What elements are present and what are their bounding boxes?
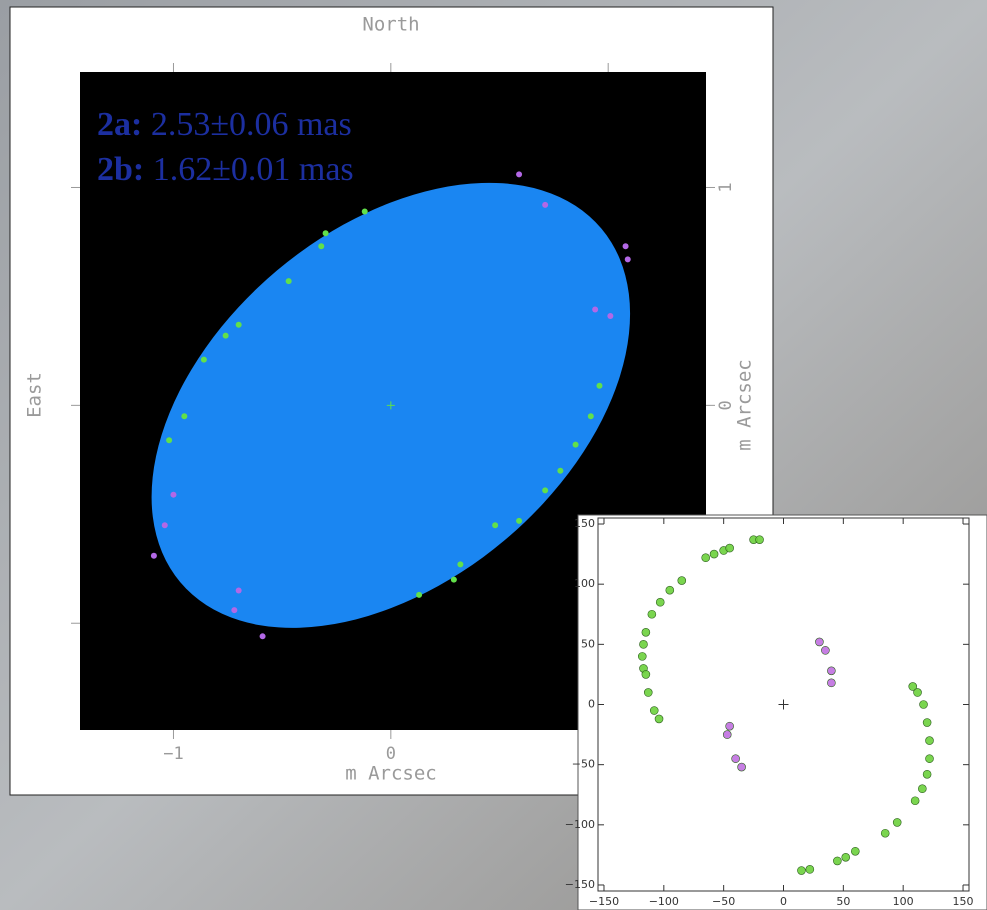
point xyxy=(592,306,598,312)
point xyxy=(596,383,602,389)
x-tick-label: 0 xyxy=(780,895,787,908)
point xyxy=(851,847,859,855)
point xyxy=(607,313,613,319)
y-tick-label: 0 xyxy=(588,698,595,711)
point xyxy=(827,667,835,675)
point xyxy=(639,640,647,648)
point xyxy=(726,544,734,552)
point xyxy=(416,592,422,598)
point xyxy=(732,755,740,763)
point xyxy=(542,487,548,493)
point xyxy=(286,278,292,284)
point xyxy=(723,731,731,739)
y-tick-label: 50 xyxy=(581,637,595,650)
point xyxy=(623,243,629,249)
point xyxy=(516,171,522,177)
point xyxy=(151,553,157,559)
y-tick-label: −150 xyxy=(565,878,595,891)
point xyxy=(815,638,823,646)
point xyxy=(201,357,207,363)
point xyxy=(806,865,814,873)
point xyxy=(923,770,931,778)
y-tick-label: 100 xyxy=(574,577,595,590)
x-tick-label: 100 xyxy=(893,895,914,908)
point xyxy=(738,763,746,771)
point xyxy=(833,857,841,865)
point xyxy=(557,468,563,474)
point xyxy=(236,322,242,328)
point xyxy=(451,577,457,583)
point xyxy=(231,607,237,613)
x-tick-label: −100 xyxy=(649,895,679,908)
x-tick-label: −50 xyxy=(712,895,735,908)
slide: North East m Arcsec m Arcsec −101−101 2a… xyxy=(0,0,987,910)
point xyxy=(573,442,579,448)
annotation: 2a: 2.53±0.06 mas xyxy=(97,106,352,143)
annotation-key: 2a: xyxy=(97,106,142,143)
point xyxy=(162,522,168,528)
point xyxy=(323,230,329,236)
y-axis-label: m Arcsec xyxy=(734,359,756,451)
point xyxy=(642,628,650,636)
annotation-key: 2b: xyxy=(97,151,144,188)
point xyxy=(797,867,805,875)
point xyxy=(236,588,242,594)
point xyxy=(923,719,931,727)
y-tick-label: 150 xyxy=(574,517,595,530)
point xyxy=(756,536,764,544)
point xyxy=(926,737,934,745)
point xyxy=(642,670,650,678)
annotation-text: 2.53±0.06 mas xyxy=(151,106,352,143)
x-tick-label: −150 xyxy=(589,895,619,908)
point xyxy=(516,518,522,524)
point xyxy=(926,755,934,763)
point xyxy=(821,646,829,654)
point xyxy=(650,707,658,715)
point xyxy=(666,586,674,594)
point xyxy=(842,853,850,861)
point xyxy=(362,208,368,214)
chart-title: North xyxy=(362,14,419,36)
point xyxy=(655,715,663,723)
point xyxy=(726,722,734,730)
y-tick-label: 0 xyxy=(716,400,736,410)
annotation-text: 1.62±0.01 mas xyxy=(153,151,354,188)
x-tick-label: 50 xyxy=(836,895,850,908)
point xyxy=(881,829,889,837)
left-axis-label: East xyxy=(24,372,46,418)
point xyxy=(166,437,172,443)
point xyxy=(827,679,835,687)
point xyxy=(260,633,266,639)
x-tick-label: −1 xyxy=(163,744,183,764)
point xyxy=(318,243,324,249)
x-tick-label: 150 xyxy=(953,895,974,908)
point xyxy=(170,492,176,498)
point xyxy=(223,333,229,339)
point xyxy=(911,797,919,805)
point xyxy=(678,577,686,585)
point xyxy=(893,818,901,826)
point xyxy=(702,554,710,562)
annotation: 2b: 1.62±0.01 mas xyxy=(97,151,354,188)
point xyxy=(492,522,498,528)
point xyxy=(656,598,664,606)
point xyxy=(918,785,926,793)
x-tick-label: 0 xyxy=(386,744,396,764)
point xyxy=(648,610,656,618)
point xyxy=(914,688,922,696)
y-tick-label: −50 xyxy=(572,758,595,771)
point xyxy=(638,652,646,660)
point xyxy=(710,550,718,558)
x-axis-label: m Arcsec xyxy=(345,763,437,785)
point xyxy=(588,413,594,419)
point xyxy=(457,561,463,567)
point xyxy=(625,256,631,262)
point xyxy=(542,202,548,208)
point xyxy=(920,701,928,709)
inset-panel xyxy=(578,515,987,910)
point xyxy=(181,413,187,419)
y-tick-label: 1 xyxy=(716,182,736,192)
point xyxy=(644,688,652,696)
y-tick-label: −100 xyxy=(565,818,595,831)
